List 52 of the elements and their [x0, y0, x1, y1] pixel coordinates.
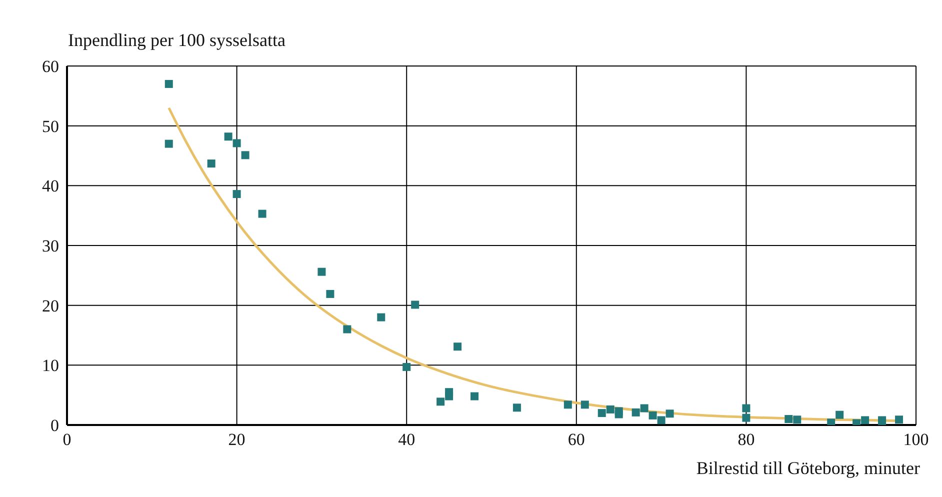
point: [232, 139, 241, 148]
point: [742, 404, 750, 412]
y-tick-label: 20: [42, 296, 59, 316]
y-axis-title: Inpendling per 100 sysselsatta: [68, 30, 286, 51]
point: [861, 416, 870, 424]
point: [454, 342, 462, 351]
y-tick-label: 30: [42, 236, 59, 256]
point: [512, 404, 521, 412]
point: [793, 416, 802, 424]
point: [598, 409, 606, 418]
point: [258, 210, 266, 218]
x-tick-label: 20: [228, 430, 246, 450]
point: [224, 132, 232, 141]
x-axis-title: Bilrestid till Göteborg, minuter: [696, 458, 920, 479]
point: [827, 418, 836, 425]
y-tick-label: 50: [42, 116, 59, 136]
point: [632, 408, 640, 416]
point: [402, 362, 411, 371]
x-tick-label: 40: [398, 430, 416, 450]
y-tick-label: 0: [50, 416, 59, 436]
point: [564, 400, 572, 409]
x-tick-label: 100: [903, 430, 929, 450]
point: [318, 268, 326, 276]
point: [784, 415, 793, 424]
point: [207, 160, 216, 168]
point: [648, 411, 657, 420]
point: [241, 151, 250, 160]
x-tick-label: 0: [62, 430, 72, 450]
point: [445, 388, 454, 396]
point: [326, 290, 334, 298]
point: [436, 398, 445, 406]
point: [836, 410, 844, 419]
point: [606, 405, 614, 414]
point: [614, 407, 623, 416]
x-tick-label: 80: [738, 430, 755, 450]
point: [343, 325, 352, 334]
point: [666, 410, 674, 418]
point: [895, 416, 904, 424]
y-tick-label: 40: [42, 176, 59, 196]
point: [657, 416, 666, 424]
point: [470, 392, 479, 400]
point: [164, 80, 173, 88]
point: [377, 313, 386, 322]
point: [232, 190, 241, 198]
point: [580, 400, 589, 409]
point: [411, 300, 420, 309]
y-tick-label: 60: [42, 57, 59, 76]
y-tick-label: 10: [42, 356, 59, 376]
point: [742, 414, 750, 422]
x-tick-label: 60: [568, 430, 585, 450]
point: [640, 404, 648, 412]
point: [164, 140, 173, 148]
